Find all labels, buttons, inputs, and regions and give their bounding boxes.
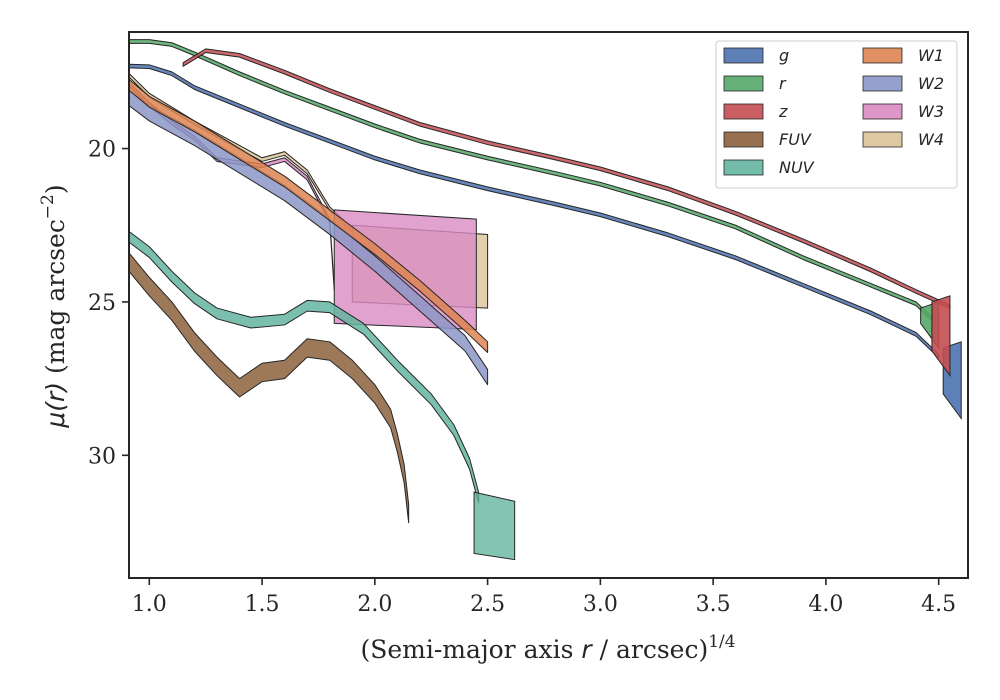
legend-swatch-r bbox=[723, 75, 764, 92]
y-tick-label: 25 bbox=[88, 291, 116, 316]
legend-swatch-z bbox=[723, 103, 764, 120]
series-tail-z bbox=[931, 295, 951, 378]
y-tick-label: 30 bbox=[88, 444, 116, 469]
legend: grz FUV NUV W1 W2 W3 W4 bbox=[715, 40, 958, 189]
x-tick-label: 4.0 bbox=[808, 592, 843, 617]
series-tail-nuv bbox=[473, 491, 516, 561]
legend-label-w3: W3 bbox=[918, 102, 944, 121]
x-axis-label: (Semi-major axis r / arcsec)1/4 bbox=[360, 632, 735, 664]
legend-swatch-fuv bbox=[723, 131, 764, 148]
series-layer bbox=[128, 39, 962, 561]
legend-label-r: r bbox=[779, 74, 787, 93]
legend-swatch-w2 bbox=[862, 75, 903, 92]
legend-label-nuv: NUV bbox=[779, 158, 815, 177]
x-tick-label: 3.5 bbox=[696, 592, 731, 617]
legend-label-fuv: FUV bbox=[779, 130, 812, 149]
x-tick-label: 1.0 bbox=[132, 592, 167, 617]
x-axis: 1.0 1.5 2.0 2.5 3.0 3.5 4.0 4.5 bbox=[132, 578, 956, 617]
legend-label-w4: W4 bbox=[918, 130, 944, 149]
plot-frame bbox=[128, 31, 969, 579]
x-tick-label: 4.5 bbox=[921, 592, 956, 617]
series-band-w1 bbox=[128, 79, 489, 354]
legend-swatch-w1 bbox=[862, 47, 903, 64]
x-tick-label: 1.5 bbox=[245, 592, 280, 617]
y-axis-label: μ(r) (mag arcsec−2) bbox=[38, 184, 70, 428]
x-tick-label: 3.0 bbox=[583, 592, 618, 617]
legend-label-g: g bbox=[779, 46, 789, 65]
legend-label-w2: W2 bbox=[918, 74, 944, 93]
legend-swatch-g bbox=[723, 47, 764, 64]
y-tick-label: 20 bbox=[88, 138, 116, 163]
y-axis: 20 25 30 bbox=[88, 138, 129, 469]
x-tick-label: 2.5 bbox=[470, 592, 505, 617]
legend-label-w1: W1 bbox=[918, 46, 944, 65]
legend-swatch-w3 bbox=[862, 103, 903, 120]
x-tick-label: 2.0 bbox=[357, 592, 392, 617]
legend-swatch-nuv bbox=[723, 159, 764, 176]
legend-swatch-w4 bbox=[862, 131, 903, 148]
series-band-fuv bbox=[128, 252, 410, 524]
legend-label-z: z bbox=[778, 102, 788, 121]
